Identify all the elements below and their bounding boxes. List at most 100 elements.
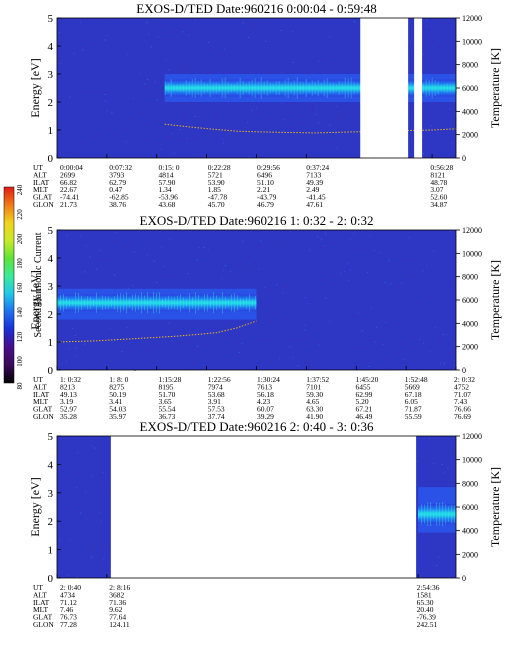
noise-speck xyxy=(168,322,170,324)
noise-speck xyxy=(58,32,60,34)
noise-speck xyxy=(371,345,373,347)
noise-speck xyxy=(92,527,94,529)
noise-speck xyxy=(165,59,168,61)
noise-speck xyxy=(60,61,62,63)
band-striation xyxy=(422,83,424,93)
orbit-cell: -74.41 xyxy=(60,193,80,202)
panels: EXOS-D/TED Date:960216 0:00:04 - 0:59:48… xyxy=(28,1,502,629)
orbit-cell: 4734 xyxy=(60,590,75,599)
noise-speck xyxy=(354,21,356,23)
noise-speck xyxy=(171,352,173,354)
noise-speck xyxy=(437,276,439,278)
orbit-cell: 2:54:36 xyxy=(417,583,440,592)
orbit-cell: 59.30 xyxy=(306,390,323,399)
noise-speck xyxy=(87,254,89,256)
noise-speck xyxy=(384,281,386,283)
band-striation xyxy=(78,293,79,313)
noise-speck xyxy=(156,282,158,284)
noise-speck xyxy=(260,240,262,242)
noise-speck xyxy=(332,143,334,145)
orbit-cell: 4752 xyxy=(454,382,469,391)
noise-speck xyxy=(242,22,244,24)
colorbar-tick-label: 120 xyxy=(16,331,24,342)
band-striation xyxy=(156,293,157,313)
noise-speck xyxy=(83,241,85,243)
noise-speck xyxy=(250,146,252,148)
noise-speck xyxy=(159,149,161,151)
noise-speck xyxy=(250,328,252,329)
noise-speck xyxy=(146,254,148,256)
band-striation xyxy=(201,298,202,308)
temperature-trace xyxy=(56,320,257,343)
noise-speck xyxy=(248,156,251,158)
noise-speck xyxy=(74,355,76,357)
band-striation xyxy=(216,295,217,311)
orbit-row-label: ILAT xyxy=(33,390,50,399)
band-striation xyxy=(132,294,133,312)
noise-speck xyxy=(384,321,387,323)
noise-speck xyxy=(192,363,194,365)
orbit-cell: 8275 xyxy=(109,382,124,391)
band-striation xyxy=(198,294,199,311)
noise-speck xyxy=(446,22,448,24)
y2-tick-label: 8000 xyxy=(462,479,478,488)
spectrogram-noise xyxy=(57,230,456,371)
noise-speck xyxy=(139,73,141,75)
noise-speck xyxy=(104,94,106,95)
noise-speck xyxy=(231,254,233,256)
emission-band-core xyxy=(57,294,257,312)
noise-speck xyxy=(172,245,174,247)
noise-speck xyxy=(437,46,439,48)
noise-speck xyxy=(384,368,386,370)
band-striation xyxy=(356,83,358,93)
band-striation xyxy=(167,83,169,93)
noise-speck xyxy=(285,258,287,260)
orbit-cell: 7.46 xyxy=(60,605,73,614)
noise-speck xyxy=(207,52,209,54)
noise-speck xyxy=(133,251,135,253)
noise-speck xyxy=(213,323,215,325)
noise-speck xyxy=(212,31,214,33)
band-striation xyxy=(215,82,217,94)
y2-axis-label: Temperature [K] xyxy=(488,467,502,547)
noise-speck xyxy=(137,35,139,37)
band-striation xyxy=(222,292,223,314)
noise-speck xyxy=(382,343,384,345)
band-striation xyxy=(228,299,229,307)
band-striation xyxy=(296,77,298,99)
orbit-cell: -76.39 xyxy=(417,613,437,622)
y-tick-label: 1 xyxy=(48,337,54,349)
noise-speck xyxy=(216,116,218,117)
orbit-cell: 0:29:56 xyxy=(257,163,280,172)
noise-speck xyxy=(91,475,93,477)
band-striation xyxy=(257,81,259,95)
noise-speck xyxy=(102,147,104,149)
noise-speck xyxy=(182,242,184,244)
noise-speck xyxy=(277,241,279,243)
noise-speck xyxy=(152,353,154,355)
noise-speck xyxy=(92,91,94,93)
noise-speck xyxy=(441,311,443,312)
band-striation xyxy=(108,296,109,309)
noise-speck xyxy=(150,45,152,47)
orbit-cell: 7101 xyxy=(306,382,321,391)
band-striation xyxy=(224,77,226,99)
band-striation xyxy=(240,298,241,308)
noise-speck xyxy=(65,361,67,363)
noise-speck xyxy=(440,256,442,257)
noise-speck xyxy=(57,454,59,456)
noise-speck xyxy=(105,35,107,37)
y2-tick-label: 0 xyxy=(462,366,466,375)
noise-speck xyxy=(256,295,258,297)
noise-speck xyxy=(121,248,123,250)
noise-speck xyxy=(215,230,217,232)
orbit-row-label: UT xyxy=(33,375,43,384)
band-striation xyxy=(162,298,163,307)
noise-speck xyxy=(207,42,210,43)
band-striation xyxy=(159,292,160,314)
orbit-cell: 3682 xyxy=(109,590,124,599)
orbit-cell: 2: 8:16 xyxy=(109,583,130,592)
orbit-cell: 2: 0:40 xyxy=(60,583,81,592)
colorbar-scale xyxy=(3,186,15,384)
band-striation xyxy=(210,297,211,309)
